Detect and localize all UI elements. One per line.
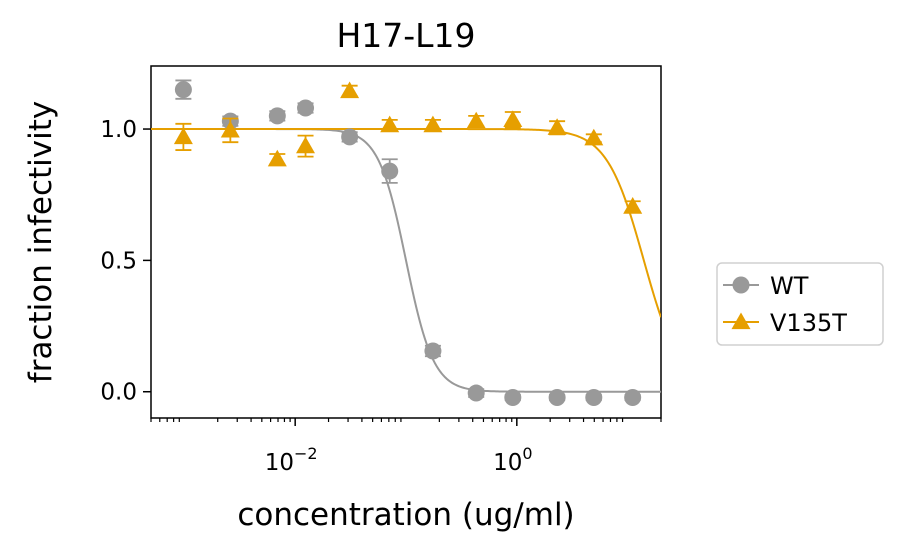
y-tick-label: 0.5 [100, 248, 137, 274]
data-point-wt [297, 99, 315, 117]
data-point-wt [174, 81, 192, 99]
data-point-wt [268, 107, 286, 125]
fit-curve-v135t [151, 128, 661, 318]
chart-title: H17-L19 [336, 16, 475, 55]
data-point-wt [341, 128, 359, 146]
data-point-wt [381, 162, 399, 180]
data-point-v135t [623, 197, 643, 214]
legend-marker-v135t [731, 312, 751, 330]
data-point-v135t [173, 127, 193, 145]
data-point-wt [467, 384, 485, 402]
data-point-v135t [296, 136, 315, 154]
data-point-wt [548, 389, 566, 407]
y-tick-label: 1.0 [100, 117, 137, 143]
fit-curves [151, 128, 661, 393]
legend: WT V135T [716, 262, 884, 346]
data-point-v135t [503, 110, 523, 127]
data-point-v135t [466, 111, 486, 129]
x-tick-label: 100 [493, 444, 532, 476]
data-point-wt [624, 389, 642, 407]
data-point-wt [424, 342, 442, 360]
plot-area-frame [150, 65, 662, 419]
legend-label-wt: WT [770, 272, 809, 300]
x-tick-label: 10−2 [265, 444, 318, 476]
x-axis: 10−2 100 [150, 418, 662, 476]
legend-box [716, 262, 884, 346]
data-points [173, 79, 643, 407]
y-axis-label: fraction infectivity [23, 101, 59, 383]
data-point-v135t [267, 149, 287, 167]
legend-marker-wt [732, 276, 750, 294]
legend-label-v135t: V135T [770, 309, 847, 337]
data-point-v135t [220, 120, 240, 138]
data-point-v135t [547, 118, 567, 135]
data-point-v135t [584, 128, 604, 146]
data-point-v135t [340, 81, 360, 99]
y-tick-label: 0.0 [100, 380, 137, 406]
data-point-v135t [380, 115, 400, 133]
y-axis: 0.0 0.5 1.0 [100, 117, 151, 406]
fit-curve-wt [151, 128, 661, 393]
data-point-v135t [423, 115, 443, 133]
data-point-wt [585, 389, 603, 407]
data-point-wt [504, 389, 522, 407]
x-axis-label: concentration (ug/ml) [237, 497, 574, 533]
